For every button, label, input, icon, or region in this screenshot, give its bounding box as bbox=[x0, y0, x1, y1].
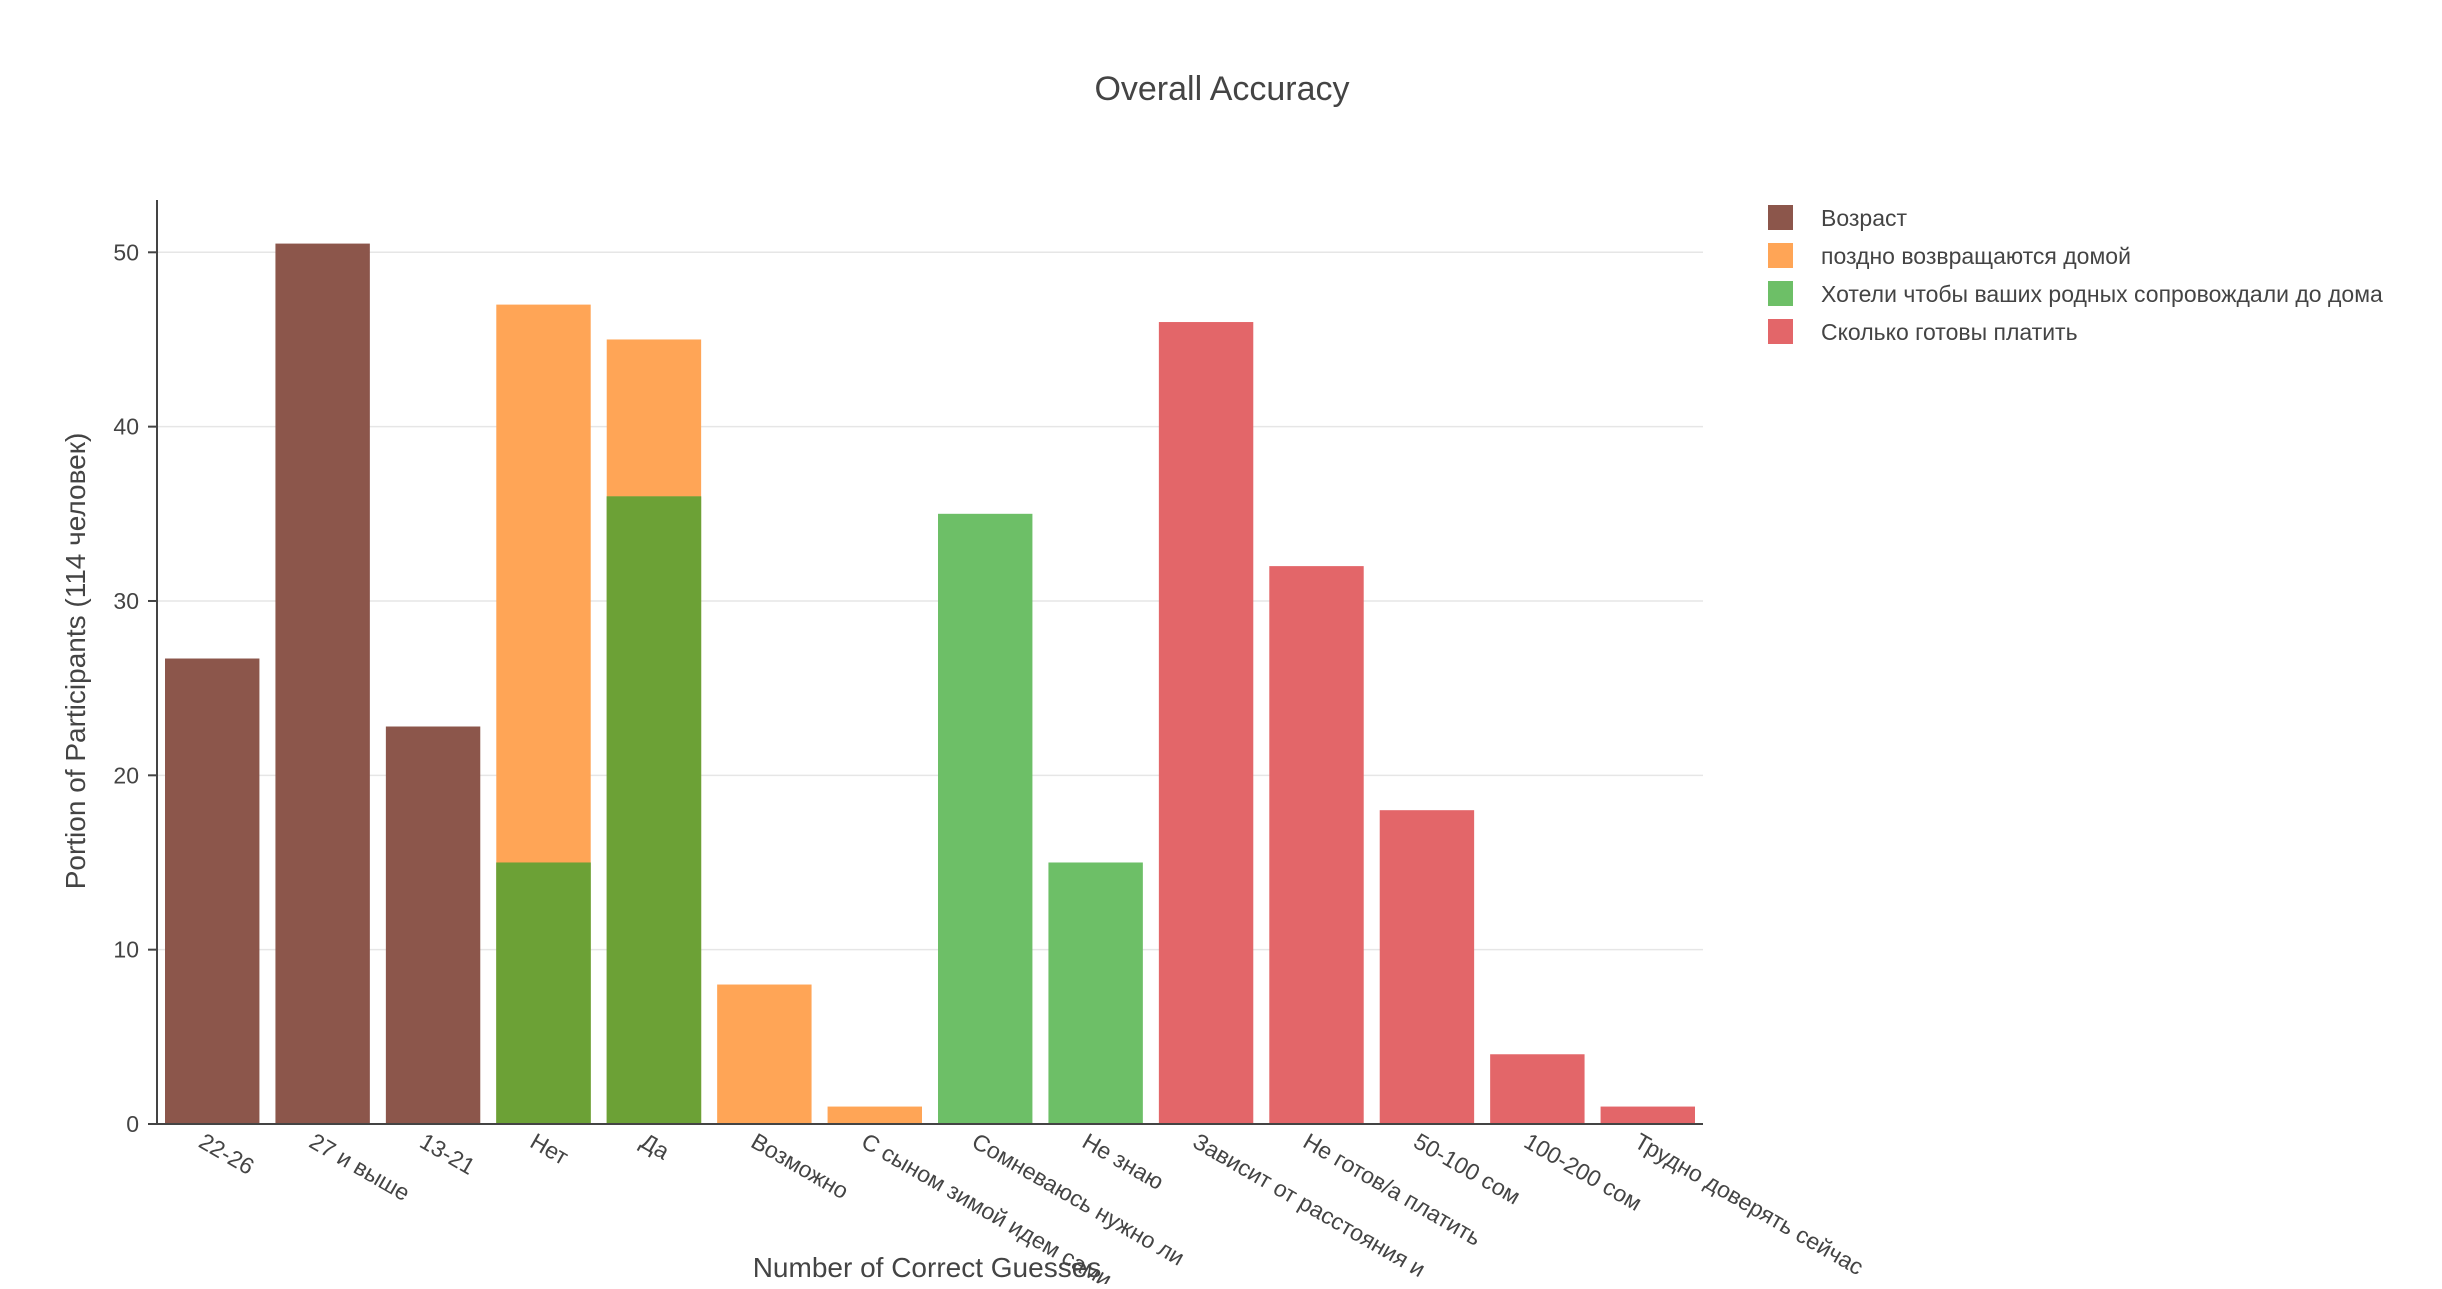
bar-3-13 bbox=[1600, 1106, 1695, 1124]
bar-3-12 bbox=[1490, 1054, 1585, 1124]
x-tick-label-8: Не знаю bbox=[1078, 1128, 1168, 1195]
x-tick-label-4: Да bbox=[636, 1128, 674, 1165]
bar-2-8 bbox=[1048, 862, 1143, 1124]
legend: Возраст поздно возвращаются домой Хотели ч… bbox=[1768, 205, 2383, 345]
y-tick-label-0: 0 bbox=[126, 1111, 139, 1137]
legend-swatch-3 bbox=[1768, 319, 1793, 344]
chart-title: Overall Accuracy bbox=[1094, 70, 1349, 108]
x-axis-title: Number of Correct Guesses bbox=[753, 1252, 1102, 1283]
bar-1-6 bbox=[827, 1106, 922, 1124]
y-tick-label-50: 50 bbox=[113, 239, 139, 265]
legend-swatch-1 bbox=[1768, 243, 1793, 268]
x-tick-label-12: 100-200 сом bbox=[1520, 1128, 1647, 1216]
bar-1-5 bbox=[717, 984, 812, 1124]
y-tick-label-40: 40 bbox=[113, 414, 139, 440]
x-tick-label-10: Не готов/а платить bbox=[1299, 1128, 1486, 1251]
bar-3-10 bbox=[1269, 566, 1364, 1124]
x-tick-label-5: Возможно bbox=[747, 1128, 853, 1204]
legend-swatch-2 bbox=[1768, 281, 1793, 306]
axes bbox=[148, 200, 1703, 1125]
legend-label-2: Хотели чтобы ваших родных сопровождали д… bbox=[1821, 281, 2383, 307]
y-axis-title: Portion of Participants (114 человек) bbox=[60, 433, 91, 890]
legend-label-0: Возраст bbox=[1821, 205, 1908, 231]
bar-0-0 bbox=[165, 658, 260, 1124]
bar-3-11 bbox=[1379, 810, 1475, 1124]
x-tick-label-1: 27 и выше bbox=[305, 1128, 414, 1206]
bar-overlap-3 bbox=[496, 862, 591, 1124]
x-tick-label-3: Нет bbox=[526, 1128, 573, 1170]
legend-swatch-0 bbox=[1768, 205, 1793, 230]
x-tick-label-0: 22-26 bbox=[195, 1128, 259, 1180]
bar-0-1 bbox=[275, 243, 370, 1124]
y-tick-label-20: 20 bbox=[113, 762, 139, 788]
x-tick-label-2: 13-21 bbox=[416, 1128, 480, 1180]
legend-label-3: Сколько готовы платить bbox=[1821, 319, 2078, 345]
bar-0-2 bbox=[385, 726, 481, 1124]
bar-3-9 bbox=[1158, 322, 1254, 1125]
x-tick-label-13: Трудно доверять сейчас bbox=[1630, 1128, 1868, 1280]
y-tick-label-10: 10 bbox=[113, 937, 139, 963]
bar-2-7 bbox=[938, 513, 1033, 1124]
y-tick-label-30: 30 bbox=[113, 588, 139, 614]
legend-label-1: поздно возвращаются домой bbox=[1821, 243, 2131, 269]
bars bbox=[165, 243, 1695, 1125]
bar-overlap-4 bbox=[606, 496, 702, 1125]
